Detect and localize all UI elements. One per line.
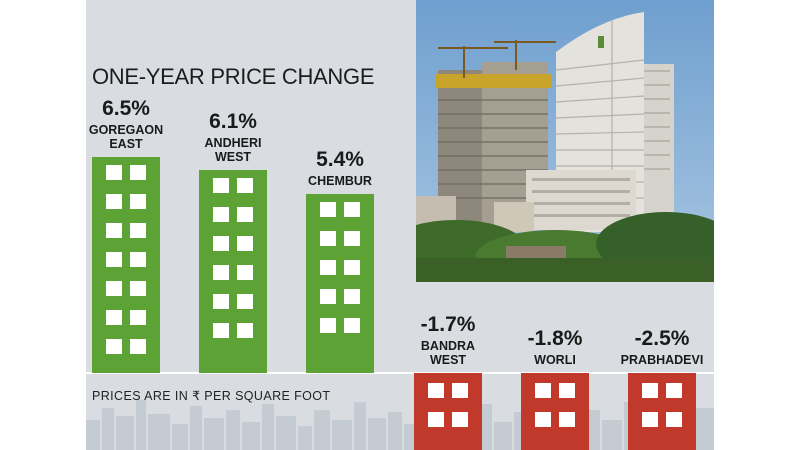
window-icon: [559, 412, 575, 427]
category-label-andheri-west: ANDHERI WEST: [204, 136, 262, 165]
window-icon: [213, 323, 229, 339]
category-label-chembur: CHEMBUR: [308, 173, 372, 188]
value-label-prabhadevi: -2.5%: [634, 327, 690, 350]
window-icon: [344, 317, 360, 333]
window-icon: [320, 288, 336, 304]
value-label-goregaon-east: 6.5%: [102, 97, 150, 120]
chart-title: ONE-YEAR PRICE CHANGE: [92, 64, 375, 89]
window-icon: [428, 412, 444, 427]
window-icon: [666, 412, 682, 427]
window-icon: [213, 236, 229, 252]
bar-prabhadevi: [628, 373, 696, 450]
window-icon: [130, 310, 146, 325]
bar-group: GOREGAON EAST 6.5% ANDHERI WEST 6.1% CHEMBUR…: [86, 0, 714, 450]
window-icon: [642, 412, 658, 427]
window-icon: [106, 252, 122, 267]
window-icon: [642, 383, 658, 398]
window-icon: [237, 207, 253, 223]
window-icon: [344, 230, 360, 246]
window-icon: [237, 265, 253, 281]
window-icon: [130, 281, 146, 296]
window-icon: [452, 383, 468, 398]
category-label-bandra-west: BANDRA WEST: [420, 339, 476, 367]
window-icon: [213, 265, 229, 281]
window-icon: [237, 236, 253, 252]
window-icon: [130, 223, 146, 238]
category-label-prabhadevi: PRABHADEVI: [620, 353, 704, 367]
window-icon: [213, 178, 229, 194]
window-icon: [452, 412, 468, 427]
value-label-chembur: 5.4%: [316, 147, 364, 171]
window-icon: [428, 383, 444, 398]
window-icon: [666, 383, 682, 398]
bar-chembur: [306, 193, 374, 373]
window-icon: [320, 259, 336, 275]
window-icon: [344, 259, 360, 275]
window-icon: [130, 252, 146, 267]
window-icon: [320, 230, 336, 246]
building-photo: [416, 0, 714, 282]
chart-panel: ONE-YEAR PRICE CHANGE PRICES ARE IN ₹ PE…: [86, 0, 714, 450]
window-icon: [237, 178, 253, 194]
window-icon: [237, 323, 253, 339]
window-icon: [237, 294, 253, 310]
window-icon: [106, 223, 122, 238]
window-icon: [344, 201, 360, 217]
category-label-worli: WORLI: [534, 353, 576, 367]
window-icon: [106, 194, 122, 209]
window-icon: [213, 294, 229, 310]
window-icon: [535, 412, 551, 427]
bar-bandra-west: [414, 373, 482, 450]
bar-goregaon-east: [92, 157, 160, 373]
value-label-andheri-west: 6.1%: [209, 110, 257, 134]
window-icon: [344, 288, 360, 304]
category-label-goregaon-east: GOREGAON EAST: [88, 123, 164, 151]
window-icon: [213, 207, 229, 223]
window-icon: [106, 281, 122, 296]
baseline: [86, 372, 714, 374]
window-icon: [320, 201, 336, 217]
value-label-worli: -1.8%: [527, 327, 583, 350]
chart-footnote: PRICES ARE IN ₹ PER SQUARE FOOT: [92, 389, 331, 403]
window-icon: [130, 339, 146, 354]
window-icon: [106, 339, 122, 354]
window-icon: [535, 383, 551, 398]
value-label-bandra-west: -1.7%: [420, 313, 476, 336]
window-icon: [106, 165, 122, 180]
window-icon: [130, 194, 146, 209]
window-icon: [559, 383, 575, 398]
window-icon: [106, 310, 122, 325]
window-icon: [320, 317, 336, 333]
window-icon: [130, 165, 146, 180]
bar-worli: [521, 373, 589, 450]
bar-andheri-west: [199, 170, 267, 373]
